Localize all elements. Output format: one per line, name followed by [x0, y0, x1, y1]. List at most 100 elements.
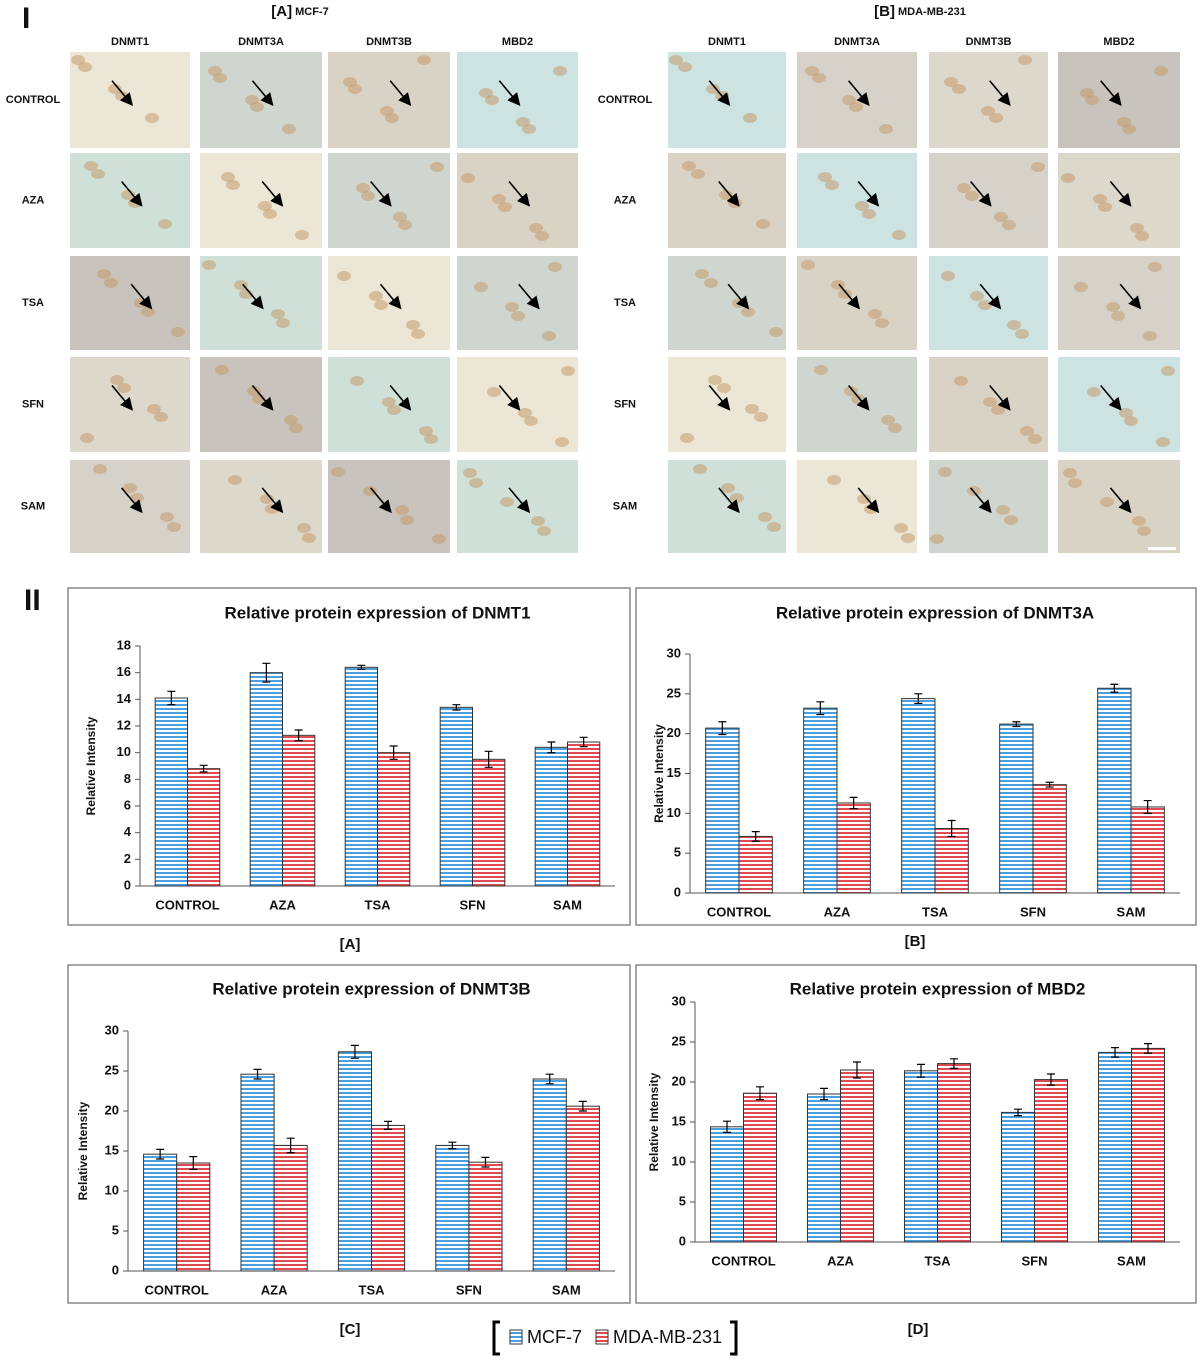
cell [875, 318, 889, 328]
error-bar [253, 1068, 262, 1080]
column-label: DNMT1 [111, 36, 149, 48]
chart-caption: [A] [340, 936, 361, 953]
cell [1148, 262, 1162, 272]
bar [1098, 1051, 1133, 1243]
cell [154, 412, 168, 422]
cell [706, 84, 720, 94]
cell [498, 202, 512, 212]
bar [934, 827, 969, 894]
legend-bracket [730, 1320, 738, 1356]
micrograph [929, 52, 1048, 148]
error-bar [718, 721, 727, 736]
chart-title: Relative protein expression of MBD2 [790, 979, 1086, 998]
cell [1135, 231, 1149, 241]
micrograph [200, 460, 322, 553]
cell [693, 464, 707, 474]
arrow [379, 283, 402, 310]
cell [553, 66, 567, 76]
y-tick-label: 0 [112, 1262, 119, 1277]
cell [754, 412, 768, 422]
cell [492, 194, 506, 204]
cell [221, 172, 235, 182]
y-tick-label: 20 [105, 1102, 119, 1117]
cell [524, 416, 538, 426]
error-bar [852, 1061, 861, 1079]
bar [534, 746, 569, 887]
bar [439, 706, 474, 887]
cell [531, 516, 545, 526]
micrograph [668, 256, 786, 350]
chart-title: Relative protein expression of DNMT1 [224, 603, 530, 622]
cell [215, 365, 229, 375]
bar [901, 698, 936, 894]
x-tick-label: AZA [824, 904, 851, 919]
error-bar [262, 662, 271, 683]
cell [289, 423, 303, 433]
cell [374, 300, 388, 310]
cell [284, 415, 298, 425]
arrow [1109, 487, 1132, 514]
error-bar [484, 750, 493, 768]
cell [704, 278, 718, 288]
error-bar [947, 819, 956, 838]
micrograph [457, 153, 578, 248]
cell [1031, 162, 1045, 172]
cell [944, 77, 958, 87]
panel-title: [A] MCF-7 [271, 3, 328, 20]
cell [862, 209, 876, 219]
cell [1018, 55, 1032, 65]
cell [71, 55, 85, 65]
arrow [242, 283, 264, 310]
cell [398, 220, 412, 230]
micrograph [200, 52, 322, 148]
error-bar [448, 1141, 457, 1150]
arrow [1109, 180, 1132, 207]
error-bar [1012, 721, 1021, 728]
cell [888, 423, 902, 433]
cell [1002, 220, 1016, 230]
cell [282, 124, 296, 134]
y-tick-label: 4 [124, 824, 132, 839]
cell [424, 434, 438, 444]
arrow [120, 180, 143, 207]
cell [691, 169, 705, 179]
column-label: DNMT3A [238, 36, 284, 48]
cell [879, 124, 893, 134]
cell [827, 475, 841, 485]
arrow [370, 487, 392, 514]
chart-caption: [D] [908, 1321, 929, 1338]
error-bar [294, 729, 303, 742]
bar [1034, 1079, 1068, 1243]
cell [989, 113, 1003, 123]
cell [970, 291, 984, 301]
cell [767, 522, 781, 532]
bar [435, 1144, 470, 1272]
micrograph [1058, 256, 1180, 350]
cell [743, 113, 757, 123]
cell [331, 467, 345, 477]
cell [202, 260, 216, 270]
cell [695, 269, 709, 279]
error-bar [1111, 1047, 1120, 1058]
x-tick-label: SAM [1117, 904, 1146, 919]
cell [1004, 515, 1018, 525]
error-bar [949, 1058, 958, 1069]
cell [717, 383, 731, 393]
row-label: AZA [614, 194, 637, 206]
row-label: SAM [613, 500, 637, 512]
cell [842, 95, 856, 105]
micrograph [70, 256, 190, 350]
error-bar [1046, 1073, 1055, 1086]
x-tick-label: TSA [359, 1282, 386, 1297]
error-bar [755, 1086, 764, 1101]
cell [485, 95, 499, 105]
arrow [251, 384, 274, 411]
arrow [708, 80, 731, 107]
y-tick-label: 12 [117, 717, 131, 732]
cell [1074, 282, 1088, 292]
x-tick-label: SFN [1020, 904, 1046, 919]
y-tick-label: 10 [105, 1182, 119, 1197]
cell [881, 415, 895, 425]
cell [930, 534, 944, 544]
